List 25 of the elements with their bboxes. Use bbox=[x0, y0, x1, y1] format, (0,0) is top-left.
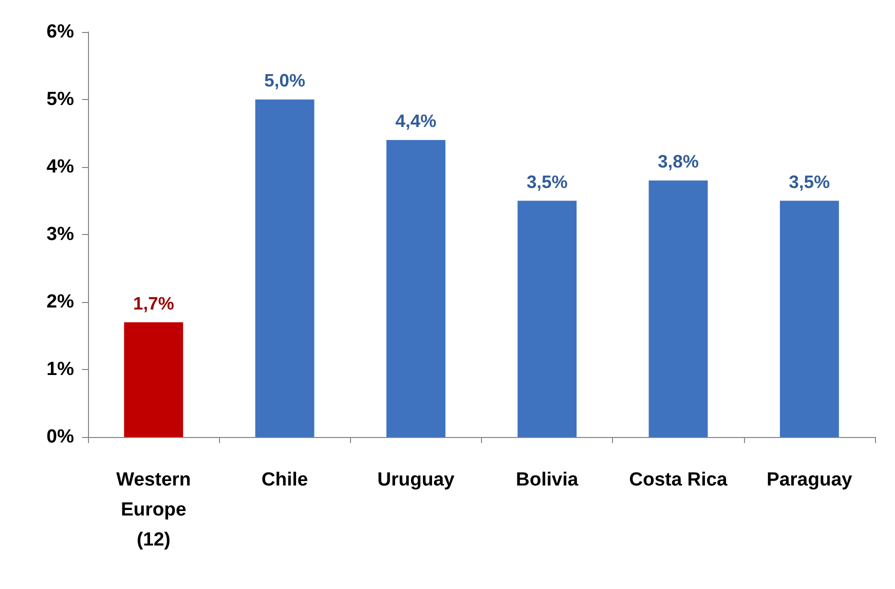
bar bbox=[518, 200, 577, 437]
x-tick-label: Bolivia bbox=[516, 470, 579, 490]
y-tick-label: 6% bbox=[46, 22, 74, 42]
y-tick-label: 1% bbox=[46, 359, 74, 380]
x-tick-label: Uruguay bbox=[377, 470, 455, 490]
y-tick-label: 4% bbox=[46, 156, 74, 178]
data-label: 3,5% bbox=[788, 172, 830, 192]
x-tick-label: Costa Rica bbox=[629, 470, 728, 490]
y-tick-label: 5% bbox=[46, 89, 74, 110]
y-tick-label: 0% bbox=[46, 426, 74, 448]
bar bbox=[124, 322, 184, 437]
bar bbox=[648, 180, 708, 437]
x-tick-label: Paraguay bbox=[766, 470, 853, 490]
data-label: 3,8% bbox=[658, 152, 699, 172]
data-label: 3,5% bbox=[526, 172, 568, 192]
data-label: 1,7% bbox=[133, 293, 174, 314]
y-tick-label: 2% bbox=[46, 292, 74, 312]
bar bbox=[255, 100, 314, 437]
x-tick-label: Chile bbox=[262, 470, 308, 490]
data-label: 4,4% bbox=[395, 111, 436, 131]
data-label: 5,0% bbox=[264, 70, 306, 90]
x-tick-label: Western Europe (12) bbox=[116, 470, 191, 550]
bar bbox=[386, 140, 446, 437]
bar bbox=[780, 200, 839, 437]
y-tick-label: 3% bbox=[46, 224, 74, 245]
